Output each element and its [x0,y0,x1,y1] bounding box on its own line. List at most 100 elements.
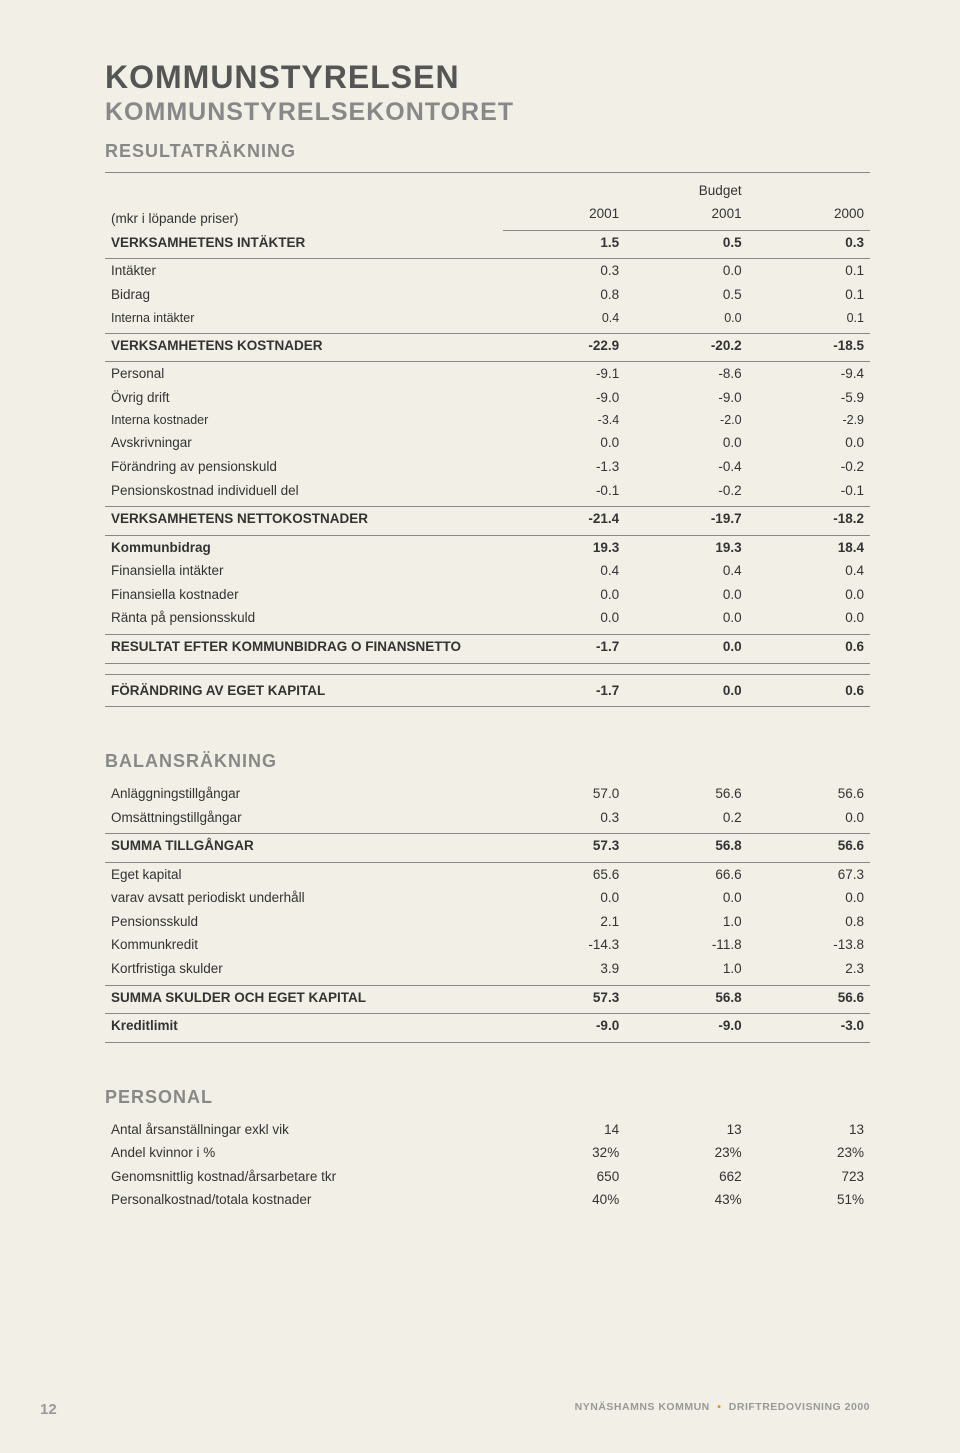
table-row: Övrig drift-9.0-9.0-5.9 [105,386,870,410]
col-year-1: 2001 [625,202,747,230]
row-value: 2.3 [748,957,870,985]
row-value: 0.5 [625,283,747,307]
row-value: 0.6 [748,674,870,707]
section-heading-result: RESULTATRÄKNING [105,141,870,162]
row-label: Omsättningstillgångar [105,806,503,834]
col-year-0: 2001 [503,202,625,230]
table-row: RESULTAT EFTER KOMMUNBIDRAG O FINANSNETT… [105,634,870,663]
row-value: 0.2 [625,806,747,834]
row-value: 32% [503,1141,625,1165]
row-value: 0.0 [748,606,870,634]
row-value: 0.4 [503,307,625,334]
row-label: Ränta på pensionsskuld [105,606,503,634]
row-label: SUMMA SKULDER OCH EGET KAPITAL [105,985,503,1014]
table-row: Personalkostnad/totala kostnader40%43%51… [105,1188,870,1212]
row-value: -3.4 [503,409,625,431]
row-label: Interna intäkter [105,307,503,334]
table-row: SUMMA TILLGÅNGAR57.356.856.6 [105,834,870,863]
row-label: Förändring av pensionskuld [105,455,503,479]
table-row: FÖRÄNDRING AV EGET KAPITAL-1.70.00.6 [105,674,870,707]
row-value: -1.7 [503,634,625,663]
row-label: Kommunbidrag [105,535,503,559]
row-value: -0.2 [625,479,747,507]
row-value: -2.0 [625,409,747,431]
row-label: VERKSAMHETENS INTÄKTER [105,230,503,259]
page-footer: 12 NYNÄSHAMNS KOMMUN • DRIFTREDOVISNING … [0,1401,960,1419]
row-value: 3.9 [503,957,625,985]
row-value: 0.0 [503,606,625,634]
row-value: -11.8 [625,933,747,957]
table-row: Personal-9.1-8.6-9.4 [105,362,870,386]
row-value: 19.3 [625,535,747,559]
row-value: 0.1 [748,307,870,334]
row-value: -5.9 [748,386,870,410]
row-value: 57.0 [503,782,625,806]
row-value: 0.0 [748,431,870,455]
table-row: Avskrivningar0.00.00.0 [105,431,870,455]
personal-table: Antal årsanställningar exkl vik141313And… [105,1118,870,1212]
row-value: 0.3 [748,230,870,259]
row-value: 0.6 [748,634,870,663]
section-heading-balance: BALANSRÄKNING [105,751,870,772]
row-value: -1.7 [503,674,625,707]
row-value: 0.3 [503,806,625,834]
page-title: KOMMUNSTYRELSEN [105,60,870,95]
row-value: -2.9 [748,409,870,431]
row-value: 56.6 [625,782,747,806]
row-value: 57.3 [503,834,625,863]
row-value: -22.9 [503,333,625,362]
table-row: Ränta på pensionsskuld0.00.00.0 [105,606,870,634]
row-value: 0.0 [748,886,870,910]
row-value: -20.2 [625,333,747,362]
row-value: 1.0 [625,910,747,934]
table-row: VERKSAMHETENS KOSTNADER-22.9-20.2-18.5 [105,333,870,362]
row-value: 23% [625,1141,747,1165]
row-value: 43% [625,1188,747,1212]
table-row: Finansiella intäkter0.40.40.4 [105,559,870,583]
row-value: 57.3 [503,985,625,1014]
row-value: -0.2 [748,455,870,479]
row-label: Andel kvinnor i % [105,1141,503,1165]
table-row: Intäkter0.30.00.1 [105,259,870,283]
row-value: -14.3 [503,933,625,957]
row-label: Antal årsanställningar exkl vik [105,1118,503,1142]
row-label: VERKSAMHETENS KOSTNADER [105,333,503,362]
section-heading-personal: PERSONAL [105,1087,870,1108]
footer-doc: DRIFTREDOVISNING 2000 [729,1401,870,1413]
row-value: 1.5 [503,230,625,259]
table-row: varav avsatt periodiskt underhåll0.00.00… [105,886,870,910]
row-label: RESULTAT EFTER KOMMUNBIDRAG O FINANSNETT… [105,634,503,663]
row-value: 40% [503,1188,625,1212]
document-page: KOMMUNSTYRELSEN KOMMUNSTYRELSEKONTORET R… [0,0,960,1453]
footer-line: NYNÄSHAMNS KOMMUN • DRIFTREDOVISNING 200… [575,1401,870,1413]
table-row: Kommunkredit-14.3-11.8-13.8 [105,933,870,957]
row-value: -18.5 [748,333,870,362]
page-subtitle: KOMMUNSTYRELSEKONTORET [105,99,870,127]
row-value: 67.3 [748,862,870,886]
row-value: 0.4 [625,559,747,583]
row-value: 65.6 [503,862,625,886]
table-row: SUMMA SKULDER OCH EGET KAPITAL57.356.856… [105,985,870,1014]
row-value: 723 [748,1165,870,1189]
table-row: Interna intäkter0.40.00.1 [105,307,870,334]
row-label: Finansiella intäkter [105,559,503,583]
row-value: 0.0 [503,886,625,910]
table-row: Förändring av pensionskuld-1.3-0.4-0.2 [105,455,870,479]
row-value: -0.1 [503,479,625,507]
result-table: (mkr i löpande priser) Budget 2001 2001 … [105,172,870,707]
row-label: Intäkter [105,259,503,283]
row-label: Pensionsskuld [105,910,503,934]
row-value: 1.0 [625,957,747,985]
row-value: 0.0 [625,674,747,707]
row-value: 0.0 [503,431,625,455]
table-row: Kortfristiga skulder3.91.02.3 [105,957,870,985]
row-value: 0.0 [625,307,747,334]
row-label: Övrig drift [105,386,503,410]
row-value: -9.1 [503,362,625,386]
row-value: 0.1 [748,259,870,283]
table-row: Kommunbidrag19.319.318.4 [105,535,870,559]
row-value: 56.6 [748,834,870,863]
row-label: Kortfristiga skulder [105,957,503,985]
col-year-2: 2000 [748,202,870,230]
row-value: -9.0 [503,1014,625,1043]
